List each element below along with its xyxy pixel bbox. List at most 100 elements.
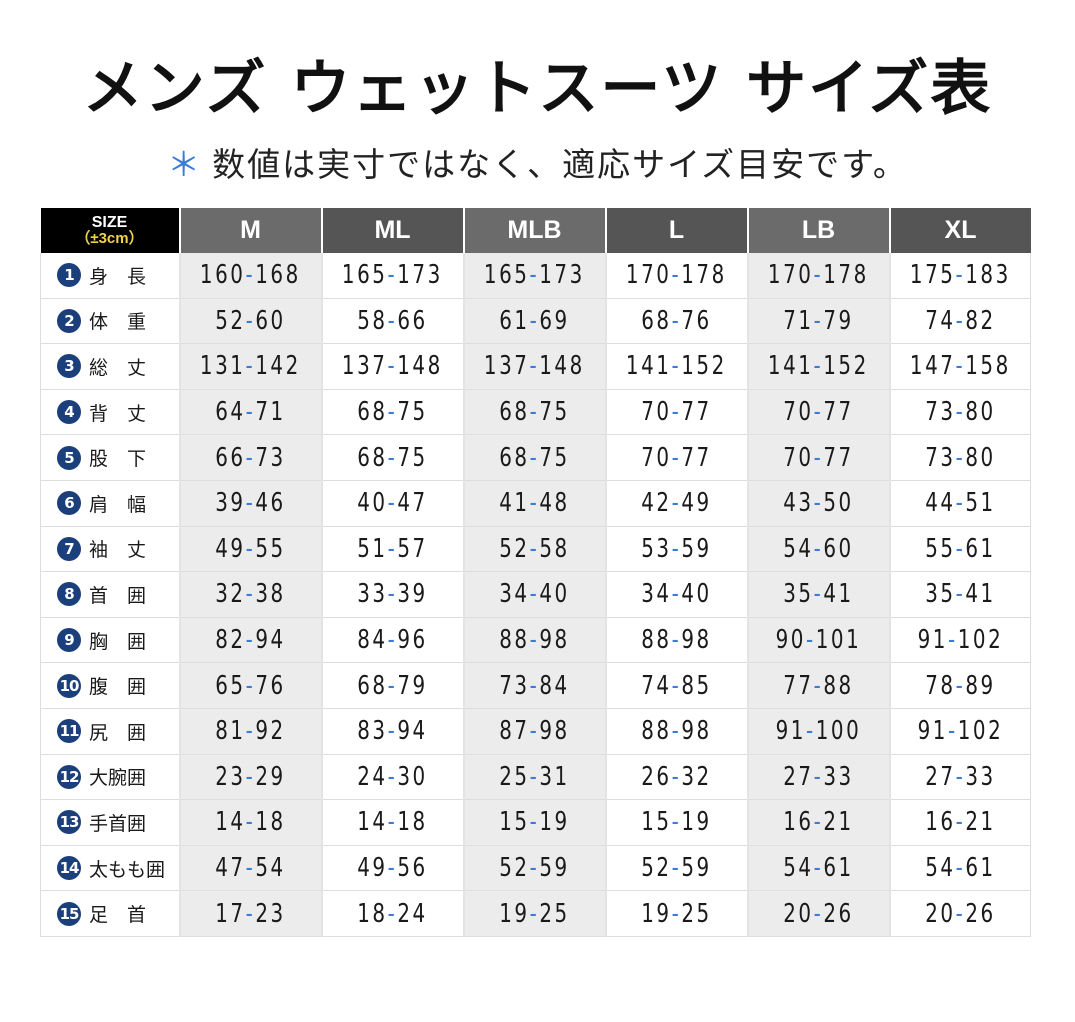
- value-cell-xl: 73-80: [888, 389, 1031, 436]
- range-min: 55: [924, 533, 956, 564]
- table-row: 12 大腕囲 23-29 24-30 25-31 26-32 27-33 27-33: [40, 754, 1031, 801]
- range-max: 18: [255, 807, 286, 838]
- range-dash: -: [813, 898, 824, 929]
- range-dash: -: [671, 305, 682, 336]
- range-max: 57: [397, 533, 428, 564]
- range-dash: -: [529, 260, 540, 291]
- size-label: SIZE: [91, 214, 128, 231]
- range-max: 158: [965, 351, 1011, 382]
- range-max: 51: [965, 488, 996, 519]
- range-max: 152: [823, 351, 869, 382]
- range-min: 52: [499, 853, 530, 884]
- value-cell-ml: 24-30: [320, 754, 464, 801]
- value-cell-ml: 83-94: [320, 708, 464, 755]
- row-label: 6 肩 幅: [40, 480, 180, 527]
- measurement-name: 袖 丈: [89, 539, 147, 562]
- range-min: 91: [775, 716, 807, 747]
- value-cell-m: 82-94: [178, 617, 322, 664]
- range-dash: -: [955, 351, 966, 382]
- range-max: 33: [823, 761, 854, 792]
- range-max: 56: [397, 853, 428, 884]
- range-dash: -: [813, 351, 824, 382]
- measurement-name: 腹 囲: [89, 676, 147, 699]
- value-cell-l: 170-178: [604, 253, 748, 299]
- value-cell-mlb: 15-19: [462, 799, 606, 846]
- value-cell-ml: 14-18: [320, 799, 464, 846]
- number-badge-icon: 2: [57, 308, 81, 333]
- range-dash: -: [671, 579, 682, 610]
- value-cell-ml: 84-96: [320, 617, 464, 664]
- range-dash: -: [387, 351, 398, 382]
- range-value: 15-19: [499, 807, 570, 837]
- range-min: 27: [783, 761, 814, 792]
- size-corner-cell: SIZE （±3cm）: [40, 208, 180, 253]
- range-value: 65-76: [215, 671, 286, 701]
- range-dash: -: [245, 807, 256, 838]
- table-row: 10 腹 囲 65-76 68-79 73-84 74-85 77-88 78-89: [40, 662, 1031, 709]
- range-value: 34-40: [499, 579, 570, 609]
- range-value: 91-102: [917, 625, 1003, 655]
- row-label: 14 太もも囲: [40, 845, 180, 892]
- range-value: 27-33: [925, 762, 996, 792]
- range-min: 43: [783, 488, 814, 519]
- range-dash: -: [671, 898, 682, 929]
- number-badge-icon: 5: [57, 445, 81, 470]
- range-dash: -: [671, 351, 682, 382]
- range-dash: -: [529, 761, 540, 792]
- range-min: 88: [641, 625, 672, 656]
- range-dash: -: [245, 761, 256, 792]
- range-max: 47: [397, 488, 428, 519]
- range-value: 17-23: [215, 899, 286, 929]
- range-max: 82: [965, 305, 996, 336]
- range-value: 24-30: [357, 762, 428, 792]
- range-dash: -: [955, 761, 966, 792]
- range-value: 58-66: [357, 306, 428, 336]
- range-min: 20: [924, 898, 956, 929]
- value-cell-ml: 51-57: [320, 526, 464, 573]
- range-dash: -: [245, 853, 256, 884]
- range-value: 68-75: [499, 397, 570, 427]
- value-cell-lb: 70-77: [746, 389, 890, 436]
- row-label: 9 胸 囲: [40, 617, 180, 664]
- range-min: 23: [215, 761, 246, 792]
- range-min: 49: [357, 853, 388, 884]
- range-max: 21: [965, 807, 996, 838]
- range-min: 70: [783, 442, 814, 473]
- range-dash: -: [245, 716, 256, 747]
- range-dash: -: [387, 442, 398, 473]
- value-cell-mlb: 41-48: [462, 480, 606, 527]
- value-cell-lb: 90-101: [746, 617, 890, 664]
- range-value: 68-75: [499, 443, 570, 473]
- value-cell-m: 64-71: [178, 389, 322, 436]
- range-max: 59: [681, 853, 712, 884]
- value-cell-ml: 40-47: [320, 480, 464, 527]
- value-cell-xl: 55-61: [888, 526, 1031, 573]
- table-row: 14 太もも囲 47-54 49-56 52-59 52-59 54-61 54-61: [40, 845, 1031, 892]
- range-dash: -: [813, 442, 824, 473]
- value-cell-l: 141-152: [604, 343, 748, 390]
- range-dash: -: [529, 442, 540, 473]
- range-dash: -: [245, 533, 256, 564]
- range-max: 25: [539, 898, 570, 929]
- value-cell-xl: 91-102: [888, 617, 1031, 664]
- range-dash: -: [813, 533, 824, 564]
- range-dash: -: [387, 533, 398, 564]
- range-max: 183: [965, 260, 1011, 291]
- header-row: SIZE （±3cm） M ML MLB L LB XL: [40, 208, 1031, 253]
- range-min: 17: [215, 898, 246, 929]
- range-min: 15: [641, 807, 672, 838]
- value-cell-l: 52-59: [604, 845, 748, 892]
- range-min: 165: [342, 260, 388, 291]
- range-value: 32-38: [215, 579, 286, 609]
- value-cell-lb: 170-178: [746, 253, 890, 299]
- range-max: 61: [965, 853, 996, 884]
- row-label: 3 総 丈: [40, 343, 180, 390]
- range-dash: -: [671, 853, 682, 884]
- range-max: 94: [255, 625, 286, 656]
- range-value: 19-25: [641, 899, 712, 929]
- range-max: 19: [681, 807, 712, 838]
- value-cell-mlb: 68-75: [462, 434, 606, 481]
- range-min: 53: [641, 533, 672, 564]
- range-dash: -: [955, 853, 966, 884]
